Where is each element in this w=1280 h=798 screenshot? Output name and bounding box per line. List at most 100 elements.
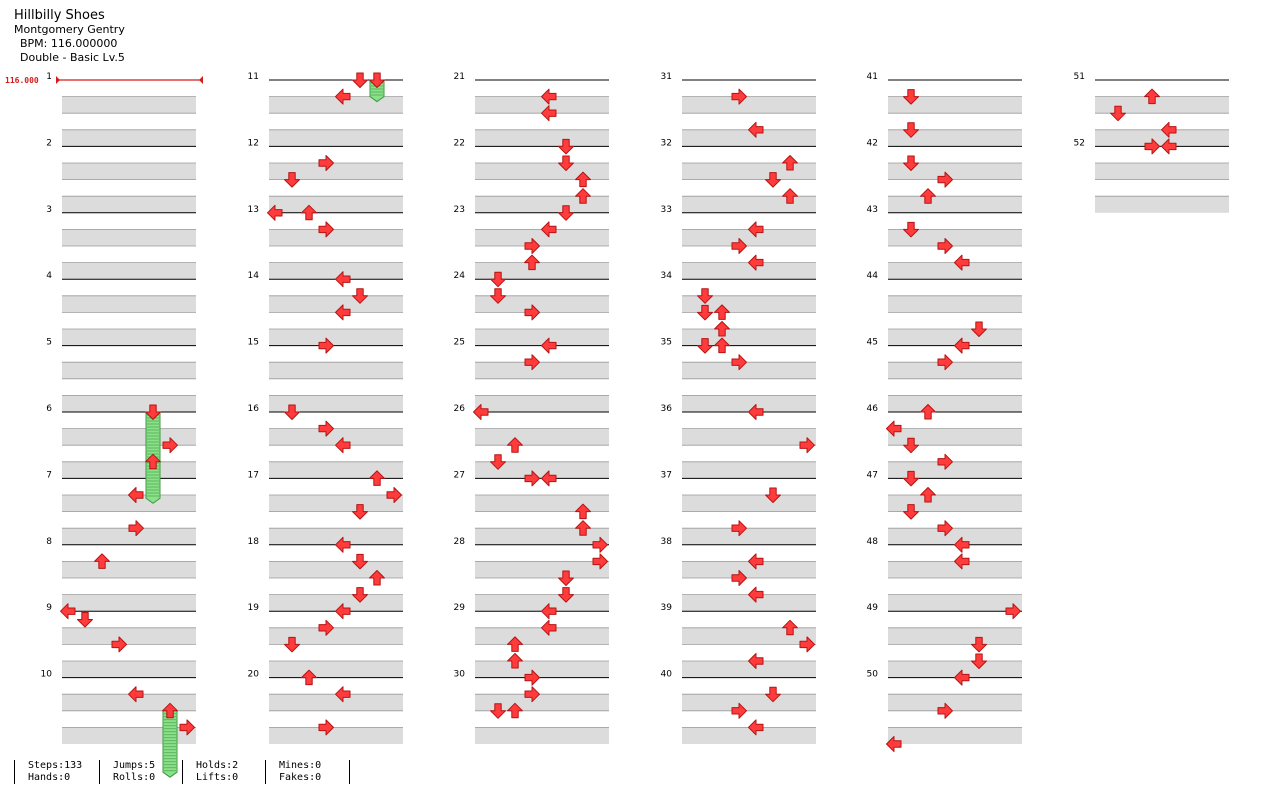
measure-35: 35 — [661, 338, 816, 412]
measure-number: 21 — [454, 72, 465, 82]
measure-number: 6 — [46, 404, 52, 414]
measure-number: 13 — [248, 205, 259, 215]
measure-8: 8 — [46, 537, 196, 612]
left-arrow-icon — [128, 686, 144, 703]
beat-shade — [475, 594, 609, 612]
beat-shade — [62, 129, 196, 147]
right-arrow-icon — [318, 337, 334, 354]
measure-44: 44 — [867, 271, 1022, 346]
right-arrow-icon — [524, 669, 540, 686]
beat-shade — [269, 627, 403, 645]
measure-number: 37 — [661, 470, 672, 480]
beat-shade — [269, 528, 403, 545]
stat-fakes: Fakes:0 — [279, 772, 322, 783]
left-arrow-icon — [748, 653, 764, 669]
measure-41: 41 — [867, 72, 1022, 147]
beat-shade — [62, 163, 196, 180]
down-arrow-icon — [490, 271, 506, 288]
beat-shade — [475, 395, 609, 412]
down-arrow-icon — [490, 454, 506, 470]
beat-shade — [269, 163, 403, 180]
beat-shade — [682, 727, 816, 744]
right-arrow-icon — [386, 487, 402, 503]
beat-shade — [269, 329, 403, 346]
left-arrow-icon — [1161, 121, 1177, 138]
up-arrow-icon — [162, 702, 178, 719]
beat-shade — [475, 362, 609, 379]
beat-shade — [888, 96, 1022, 114]
stat-holds: Holds:2 — [196, 760, 239, 771]
beat-shade — [62, 329, 196, 346]
beat-shade — [269, 395, 403, 412]
beat-shade — [475, 229, 609, 246]
measure-14: 14 — [248, 271, 403, 346]
measure-51: 51 — [1074, 72, 1229, 147]
beat-shade — [475, 694, 609, 711]
down-arrow-icon — [903, 470, 919, 487]
down-arrow-icon — [903, 221, 919, 238]
stat-lifts: Lifts:0 — [196, 772, 239, 783]
beat-shade — [888, 495, 1022, 512]
beat-shade — [62, 561, 196, 578]
down-arrow-icon — [352, 553, 368, 570]
measure-34: 34 — [661, 271, 816, 346]
right-arrow-icon — [731, 88, 747, 105]
measure-number: 40 — [661, 670, 673, 680]
left-arrow-icon — [541, 221, 557, 238]
beat-shade — [62, 428, 196, 446]
beat-shade — [475, 727, 609, 744]
beat-shade — [888, 727, 1022, 744]
left-arrow-icon — [541, 603, 557, 620]
beat-shade — [62, 395, 196, 412]
beat-shade — [888, 163, 1022, 180]
right-arrow-icon — [1144, 138, 1160, 155]
up-arrow-icon — [714, 337, 730, 354]
measure-43: 43 — [867, 205, 1022, 280]
right-arrow-icon — [731, 354, 747, 371]
right-arrow-icon — [318, 719, 334, 736]
down-arrow-icon — [558, 138, 574, 155]
right-arrow-icon — [524, 470, 540, 487]
measure-4: 4 — [46, 271, 196, 346]
measure-number: 23 — [454, 205, 465, 215]
up-arrow-icon — [782, 155, 798, 171]
measure-number: 49 — [867, 603, 879, 613]
beat-shade — [269, 461, 403, 479]
measure-number: 45 — [867, 338, 878, 348]
beat-shade — [62, 362, 196, 379]
left-arrow-icon — [335, 437, 351, 454]
up-arrow-icon — [782, 188, 798, 204]
right-arrow-icon — [524, 686, 540, 703]
left-arrow-icon — [954, 536, 970, 553]
beat-shade — [888, 627, 1022, 645]
stat-group-mines: Mines:0 Fakes:0 — [265, 760, 321, 784]
measure-number: 36 — [661, 404, 673, 414]
measure-6: 6 — [46, 404, 196, 479]
down-arrow-icon — [558, 155, 574, 171]
beat-shade — [888, 196, 1022, 213]
beat-shade — [682, 561, 816, 578]
right-arrow-icon — [1005, 603, 1021, 620]
beat-shade — [888, 262, 1022, 280]
beat-shade — [888, 594, 1022, 612]
measure-number: 1 — [46, 72, 52, 82]
down-arrow-icon — [697, 338, 713, 354]
stat-jumps: Jumps:5 — [113, 760, 156, 771]
right-arrow-icon — [111, 636, 127, 653]
right-arrow-icon — [937, 702, 953, 719]
right-arrow-icon — [937, 354, 953, 371]
measure-number: 28 — [454, 537, 466, 547]
down-arrow-icon — [971, 636, 987, 653]
measure-number: 41 — [867, 72, 878, 82]
left-arrow-icon — [335, 536, 351, 553]
right-arrow-icon — [179, 719, 195, 736]
left-arrow-icon — [541, 470, 557, 487]
down-arrow-icon — [77, 612, 93, 628]
right-arrow-icon — [937, 238, 953, 254]
left-arrow-icon — [335, 603, 351, 620]
hold-note — [369, 79, 385, 103]
beat-shade — [62, 229, 196, 246]
down-arrow-icon — [490, 703, 506, 719]
left-arrow-icon — [954, 337, 970, 354]
